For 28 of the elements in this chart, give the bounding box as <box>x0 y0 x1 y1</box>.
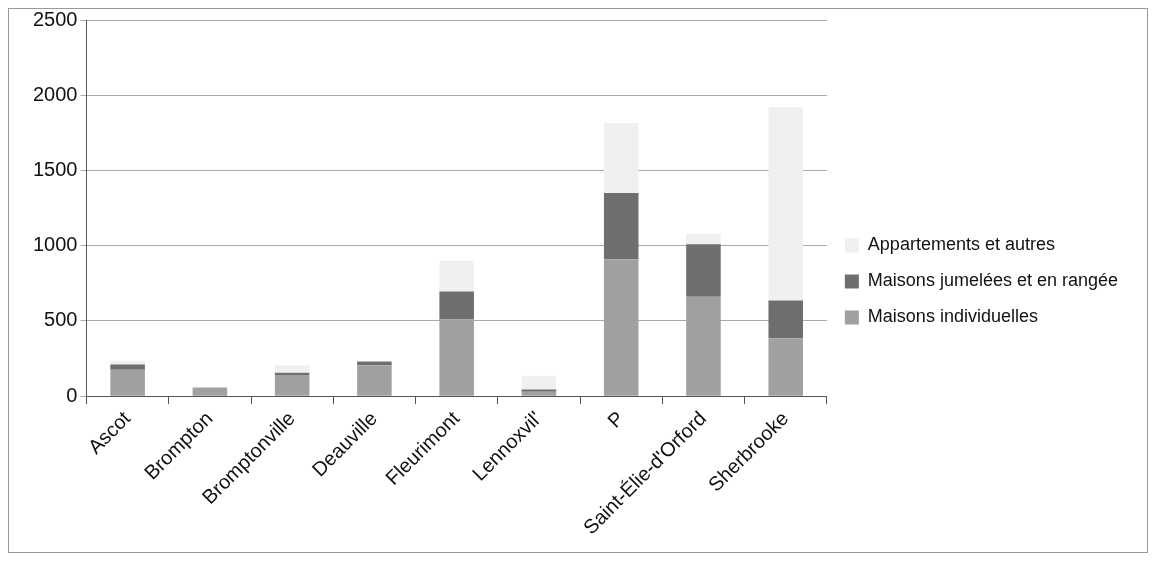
y-tick-label: 2000 <box>32 82 78 105</box>
bar <box>110 369 145 396</box>
bar <box>110 364 145 370</box>
bar <box>439 291 474 320</box>
bar <box>768 300 803 339</box>
bar <box>274 375 310 396</box>
bar <box>603 193 639 260</box>
bar <box>521 389 557 392</box>
legend-label: Appartements et autres <box>867 234 1055 255</box>
y-tick-label: 1000 <box>32 233 78 256</box>
bar <box>357 365 392 396</box>
legend-label: Maisons jumelées et en rangée <box>867 270 1119 291</box>
bar <box>521 375 557 390</box>
bar <box>192 387 228 396</box>
bar <box>603 123 639 194</box>
bar <box>686 244 721 297</box>
bar <box>439 260 474 292</box>
y-tick-label: 0 <box>66 383 78 406</box>
legend-label: Maisons individuelles <box>867 306 1038 327</box>
bar <box>686 233 721 245</box>
bar <box>768 107 803 301</box>
bar <box>110 360 145 365</box>
y-tick-label: 2500 <box>32 7 78 30</box>
y-tick-label: 1500 <box>32 157 78 180</box>
bar <box>768 338 803 396</box>
bar <box>521 391 557 396</box>
y-tick-label: 500 <box>44 308 78 331</box>
bar <box>274 365 310 373</box>
